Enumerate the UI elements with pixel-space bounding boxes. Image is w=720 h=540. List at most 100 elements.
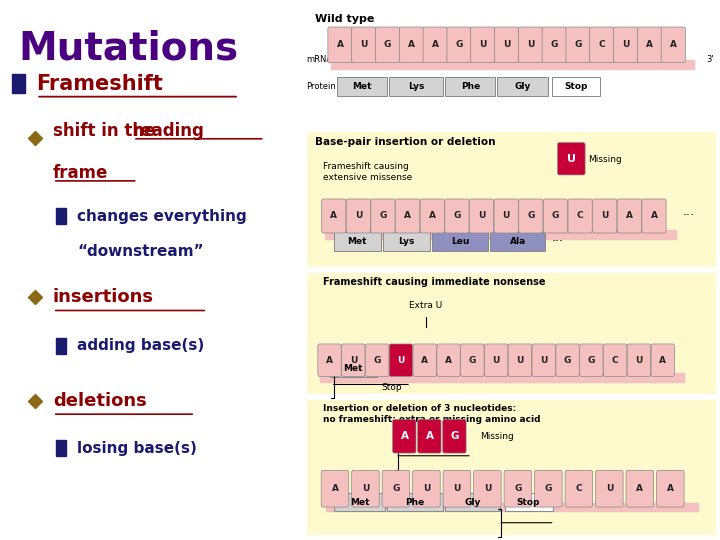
Text: A: A	[650, 212, 657, 220]
Text: U: U	[606, 484, 613, 493]
Text: Stop: Stop	[564, 82, 588, 91]
FancyBboxPatch shape	[603, 344, 627, 376]
Text: Gly: Gly	[464, 498, 481, 507]
FancyBboxPatch shape	[657, 470, 684, 507]
Text: Gly: Gly	[514, 82, 531, 91]
Text: Met: Met	[348, 237, 367, 246]
FancyBboxPatch shape	[518, 27, 543, 63]
Text: G: G	[514, 484, 521, 493]
Text: A: A	[646, 40, 653, 49]
Text: C: C	[575, 484, 582, 493]
Text: G: G	[469, 356, 476, 364]
Bar	[445, 493, 500, 511]
FancyBboxPatch shape	[595, 470, 623, 507]
FancyBboxPatch shape	[544, 199, 567, 233]
FancyBboxPatch shape	[556, 344, 580, 376]
Text: A: A	[330, 212, 337, 220]
Text: G: G	[552, 212, 559, 220]
Text: Met: Met	[343, 364, 363, 373]
Text: Wild type: Wild type	[315, 14, 374, 24]
FancyBboxPatch shape	[400, 27, 423, 63]
Text: 3': 3'	[706, 56, 714, 64]
Bar	[498, 77, 547, 96]
Text: Phe: Phe	[405, 498, 425, 507]
Text: G: G	[588, 356, 595, 364]
Bar	[56, 208, 66, 224]
Bar	[325, 503, 698, 511]
FancyBboxPatch shape	[627, 344, 651, 376]
Text: U: U	[516, 356, 523, 364]
FancyBboxPatch shape	[590, 27, 614, 63]
Bar	[325, 230, 676, 239]
Text: G: G	[455, 40, 463, 49]
FancyBboxPatch shape	[392, 420, 416, 453]
Text: Lys: Lys	[398, 237, 415, 246]
Bar	[56, 440, 66, 456]
Text: A: A	[670, 40, 677, 49]
FancyBboxPatch shape	[568, 199, 593, 233]
FancyBboxPatch shape	[508, 344, 531, 376]
Text: U: U	[453, 484, 461, 493]
Text: Missing: Missing	[480, 432, 513, 441]
Text: 5': 5'	[330, 56, 337, 64]
Text: U: U	[360, 40, 367, 49]
Text: U: U	[397, 356, 405, 364]
Text: C: C	[598, 40, 605, 49]
FancyBboxPatch shape	[469, 199, 494, 233]
FancyBboxPatch shape	[437, 344, 460, 376]
FancyBboxPatch shape	[637, 27, 662, 63]
Bar	[330, 359, 377, 377]
FancyBboxPatch shape	[471, 27, 495, 63]
Text: Stop: Stop	[517, 498, 540, 507]
Bar	[505, 493, 552, 511]
Text: G: G	[527, 212, 534, 220]
Bar	[432, 232, 488, 251]
FancyBboxPatch shape	[351, 470, 379, 507]
Text: A: A	[426, 431, 433, 441]
Text: “downstream”: “downstream”	[77, 244, 204, 259]
Text: A: A	[429, 212, 436, 220]
Bar	[320, 373, 684, 382]
FancyBboxPatch shape	[413, 344, 436, 376]
Text: C: C	[612, 356, 618, 364]
Text: Phe: Phe	[461, 82, 480, 91]
FancyBboxPatch shape	[494, 199, 518, 233]
Text: Met: Met	[352, 82, 372, 91]
FancyBboxPatch shape	[518, 199, 543, 233]
FancyBboxPatch shape	[613, 27, 638, 63]
Text: Met: Met	[350, 498, 369, 507]
Text: U: U	[492, 356, 500, 364]
Text: A: A	[660, 356, 666, 364]
Text: A: A	[636, 484, 644, 493]
Text: G: G	[384, 40, 391, 49]
Text: U: U	[355, 212, 362, 220]
FancyBboxPatch shape	[390, 344, 413, 376]
FancyBboxPatch shape	[566, 27, 590, 63]
FancyBboxPatch shape	[351, 27, 376, 63]
FancyBboxPatch shape	[447, 27, 471, 63]
Text: A: A	[331, 484, 338, 493]
Text: U: U	[567, 154, 576, 164]
Text: mRNA: mRNA	[307, 56, 333, 64]
FancyBboxPatch shape	[485, 344, 508, 376]
FancyBboxPatch shape	[651, 344, 675, 376]
Text: G: G	[564, 356, 571, 364]
Text: G: G	[453, 212, 461, 220]
Bar	[445, 77, 495, 96]
Bar	[337, 77, 387, 96]
Bar	[383, 232, 430, 251]
FancyBboxPatch shape	[642, 199, 666, 233]
FancyBboxPatch shape	[420, 199, 444, 233]
Text: ···: ···	[683, 210, 695, 222]
Text: losing base(s): losing base(s)	[77, 441, 197, 456]
Bar	[333, 232, 381, 251]
FancyBboxPatch shape	[445, 199, 469, 233]
Text: ···: ···	[552, 235, 564, 248]
FancyBboxPatch shape	[495, 27, 518, 63]
Text: A: A	[667, 484, 674, 493]
Text: G: G	[575, 40, 582, 49]
FancyBboxPatch shape	[342, 344, 365, 376]
Text: shift in the: shift in the	[53, 122, 161, 140]
FancyBboxPatch shape	[321, 470, 348, 507]
Text: reading: reading	[133, 122, 205, 140]
